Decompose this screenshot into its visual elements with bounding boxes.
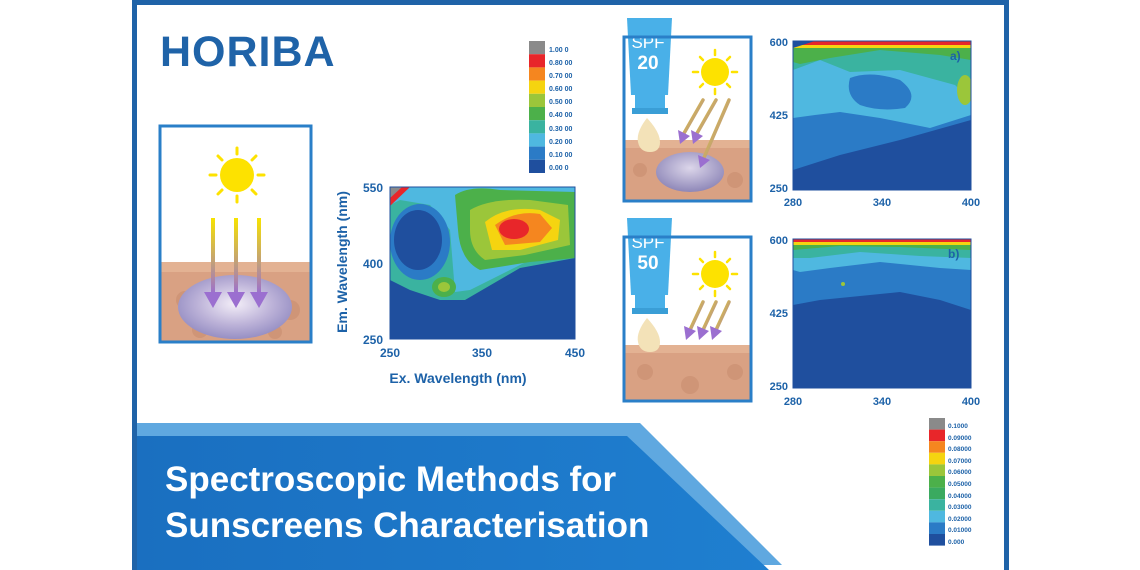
legend-spf-swatch-7 bbox=[929, 487, 945, 500]
legend-spf-swatch-1 bbox=[929, 418, 945, 430]
spf50-xtick-280: 280 bbox=[784, 396, 802, 408]
legend-main-label-7: 0.30 00 bbox=[549, 126, 572, 133]
legend-spf-label-8: 0.03000 bbox=[948, 504, 972, 511]
main-heatmap-axis: 550 400 250 250 350 450 Ex. Wavelength (… bbox=[334, 181, 585, 386]
illustration-frame-main bbox=[158, 124, 313, 344]
spf20-xtick-280: 280 bbox=[784, 197, 802, 209]
legend-main-label-4: 0.60 00 bbox=[549, 86, 572, 93]
legend-spf-label-7: 0.04000 bbox=[948, 493, 972, 500]
spf50-annotation: b) bbox=[948, 247, 959, 261]
spf50-ytick-425: 425 bbox=[770, 308, 788, 320]
spf50-xtick-400: 400 bbox=[962, 396, 980, 408]
legend-main-swatch-9 bbox=[529, 146, 545, 160]
legend-spf-swatch-3 bbox=[929, 441, 945, 453]
legend-main-swatch-1 bbox=[529, 41, 545, 55]
main-heatmap bbox=[389, 186, 576, 340]
legend-main-label-1: 1.00 0 bbox=[549, 47, 569, 54]
title-banner bbox=[137, 436, 769, 570]
legend-spf-swatch-11 bbox=[929, 534, 945, 546]
uv-ray-arrows-spf50 bbox=[684, 300, 731, 340]
spf20-annotation: a) bbox=[950, 49, 961, 63]
legend-main-label-8: 0.20 00 bbox=[549, 139, 572, 146]
spf50-ytick-250: 250 bbox=[770, 381, 788, 393]
page-title-line-2: Sunscreens Characterisation bbox=[165, 506, 650, 545]
spf20-heatmap: a) bbox=[792, 40, 972, 191]
frame-right-edge bbox=[1004, 0, 1009, 570]
page-title-line-1: Spectroscopic Methods for bbox=[165, 460, 617, 499]
legend-spf-swatch-8 bbox=[929, 499, 945, 511]
legend-spf-swatch-5 bbox=[929, 464, 945, 476]
main-xlabel: Ex. Wavelength (nm) bbox=[389, 370, 526, 386]
horiba-logo: HORIBA bbox=[160, 28, 336, 76]
main-ylabel: Em. Wavelength (nm) bbox=[334, 191, 350, 333]
legend-spf-label-6: 0.05000 bbox=[948, 481, 972, 488]
legend-main-swatch-5 bbox=[529, 93, 545, 107]
spf50-ytick-600: 600 bbox=[770, 235, 788, 247]
legend-main-label-9: 0.10 00 bbox=[549, 152, 572, 159]
legend-main-swatch-3 bbox=[529, 67, 545, 81]
spf50-illustration bbox=[625, 238, 750, 400]
main-ytick-250: 250 bbox=[363, 333, 383, 347]
main-xtick-350: 350 bbox=[472, 346, 492, 360]
legend-spf-label-1: 0.1000 bbox=[948, 423, 968, 430]
legend-main-swatch-4 bbox=[529, 80, 545, 94]
sun-icon bbox=[208, 146, 266, 204]
legend-spf-swatch-2 bbox=[929, 429, 945, 442]
main-ytick-400: 400 bbox=[363, 257, 383, 271]
legend-spf-label-9: 0.02000 bbox=[948, 516, 972, 523]
legend-spf-swatch-9 bbox=[929, 510, 945, 523]
uv-ray-arrows-spf20 bbox=[678, 98, 731, 168]
lotion-drop-spf50 bbox=[637, 318, 660, 352]
spf20-ytick-600: 600 bbox=[770, 37, 788, 49]
legend-spf-swatch-6 bbox=[929, 476, 945, 488]
skin-illustration-main bbox=[161, 127, 310, 341]
spf50-label-num: 50 bbox=[637, 253, 658, 274]
legend-spf-label-2: 0.09000 bbox=[948, 435, 972, 442]
main-ytick-550: 550 bbox=[363, 181, 383, 195]
legend-spf-swatch-4 bbox=[929, 452, 945, 465]
legend-spf-label-5: 0.06000 bbox=[948, 469, 972, 476]
illustration-frame-spf20 bbox=[622, 35, 753, 203]
legend-main-swatch-8 bbox=[529, 133, 545, 147]
absorption-zone bbox=[178, 275, 292, 339]
legend-main-swatch-10 bbox=[529, 159, 545, 173]
main-xtick-450: 450 bbox=[565, 346, 585, 360]
spf20-heatmap-axis: 600 425 250 280 340 400 bbox=[770, 37, 981, 209]
legend-spf-swatch-10 bbox=[929, 522, 945, 534]
sun-icon-spf20 bbox=[691, 48, 739, 96]
spf20-ytick-250: 250 bbox=[770, 183, 788, 195]
frame-top-edge bbox=[132, 0, 1009, 5]
legend-main-label-10: 0.00 0 bbox=[549, 165, 569, 172]
legend-spf-label-11: 0.000 bbox=[948, 539, 965, 546]
legend-main-label-6: 0.40 00 bbox=[549, 112, 572, 119]
legend-spf-label-3: 0.08000 bbox=[948, 446, 972, 453]
lotion-drop-spf20 bbox=[637, 118, 660, 152]
spf20-absorption-zone bbox=[656, 152, 724, 192]
main-xtick-250: 250 bbox=[380, 346, 400, 360]
illustration-frame-spf50 bbox=[622, 235, 753, 403]
legend-main: 1.00 0 0.80 00 0.70 00 0.60 00 0.50 00 0… bbox=[529, 41, 572, 173]
spf20-label-num: 20 bbox=[637, 53, 658, 74]
spf50-heatmap: b) bbox=[792, 238, 972, 389]
legend-spf-label-10: 0.01000 bbox=[948, 527, 972, 534]
spf20-ytick-425: 425 bbox=[770, 110, 788, 122]
spf20-xtick-340: 340 bbox=[873, 197, 891, 209]
spf20-xtick-400: 400 bbox=[962, 197, 980, 209]
legend-main-label-3: 0.70 00 bbox=[549, 73, 572, 80]
legend-main-swatch-2 bbox=[529, 54, 545, 68]
spf20-illustration bbox=[625, 38, 750, 200]
legend-main-label-5: 0.50 00 bbox=[549, 99, 572, 106]
legend-main-swatch-6 bbox=[529, 107, 545, 121]
legend-main-label-2: 0.80 00 bbox=[549, 60, 572, 67]
legend-spf-label-4: 0.07000 bbox=[948, 458, 972, 465]
sun-icon-spf50 bbox=[691, 250, 739, 298]
frame-left-edge bbox=[132, 0, 137, 570]
legend-spf: 0.1000 0.09000 0.08000 0.07000 0.06000 0… bbox=[929, 418, 972, 546]
spf50-xtick-340: 340 bbox=[873, 396, 891, 408]
uv-ray-arrows bbox=[204, 218, 268, 308]
legend-main-swatch-7 bbox=[529, 120, 545, 134]
spf50-heatmap-axis: 600 425 250 280 340 400 bbox=[770, 235, 981, 408]
